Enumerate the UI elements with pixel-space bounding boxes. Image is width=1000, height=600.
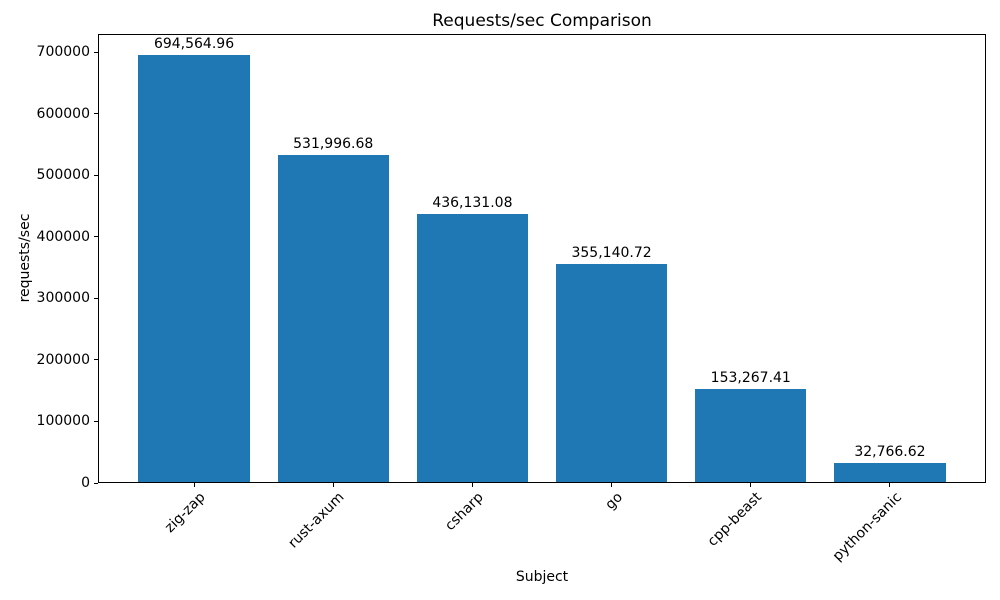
y-tick-mark bbox=[94, 51, 98, 53]
x-axis-label: Subject bbox=[515, 569, 569, 585]
x-tick-label: go bbox=[602, 489, 627, 513]
y-tick-label: 700000 bbox=[36, 44, 90, 61]
x-tick-label: zig-zap bbox=[161, 489, 209, 536]
bar-value-label: 355,140.72 bbox=[571, 245, 652, 262]
y-axis-label: requests/sec bbox=[17, 213, 33, 303]
x-tick-label: cpp-beast bbox=[705, 489, 766, 550]
chart-title: Requests/sec Comparison bbox=[432, 11, 652, 31]
bar-value-label: 153,267.41 bbox=[710, 369, 791, 386]
bar-value-label: 32,766.62 bbox=[854, 443, 926, 460]
x-tick-label: python-sanic bbox=[829, 489, 905, 565]
x-tick-mark bbox=[193, 483, 195, 487]
y-tick-mark bbox=[94, 113, 98, 115]
x-tick-label: rust-axum bbox=[285, 489, 348, 552]
y-tick-label: 300000 bbox=[36, 290, 90, 307]
y-tick-mark bbox=[94, 420, 98, 422]
bar bbox=[277, 155, 389, 482]
y-tick-mark bbox=[94, 359, 98, 361]
y-tick-label: 400000 bbox=[36, 228, 90, 245]
x-tick-mark bbox=[471, 483, 473, 487]
bar bbox=[555, 264, 668, 482]
plot-area bbox=[98, 34, 986, 483]
y-tick-label: 100000 bbox=[36, 413, 90, 430]
x-tick-mark bbox=[750, 483, 752, 487]
bar-value-label: 531,996.68 bbox=[293, 136, 374, 153]
bar-value-label: 694,564.96 bbox=[153, 36, 235, 53]
x-tick-mark bbox=[332, 483, 334, 487]
y-tick-mark bbox=[94, 297, 98, 299]
y-tick-label: 0 bbox=[81, 475, 90, 491]
x-tick-mark bbox=[889, 483, 891, 487]
y-tick-mark bbox=[94, 174, 98, 176]
y-tick-mark bbox=[94, 482, 98, 484]
y-tick-mark bbox=[94, 236, 98, 238]
x-tick-label: csharp bbox=[442, 489, 488, 534]
y-tick-label: 200000 bbox=[36, 351, 90, 368]
bar bbox=[138, 55, 250, 482]
bar bbox=[695, 388, 807, 482]
x-tick-mark bbox=[611, 483, 613, 487]
bar bbox=[416, 214, 529, 482]
bar-value-label: 436,131.08 bbox=[432, 195, 513, 212]
y-tick-label: 500000 bbox=[36, 167, 90, 184]
y-tick-label: 600000 bbox=[36, 105, 90, 122]
bar bbox=[834, 462, 946, 482]
